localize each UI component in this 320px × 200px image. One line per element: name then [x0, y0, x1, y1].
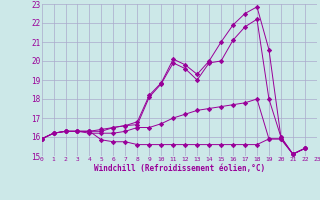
X-axis label: Windchill (Refroidissement éolien,°C): Windchill (Refroidissement éolien,°C): [94, 164, 265, 173]
